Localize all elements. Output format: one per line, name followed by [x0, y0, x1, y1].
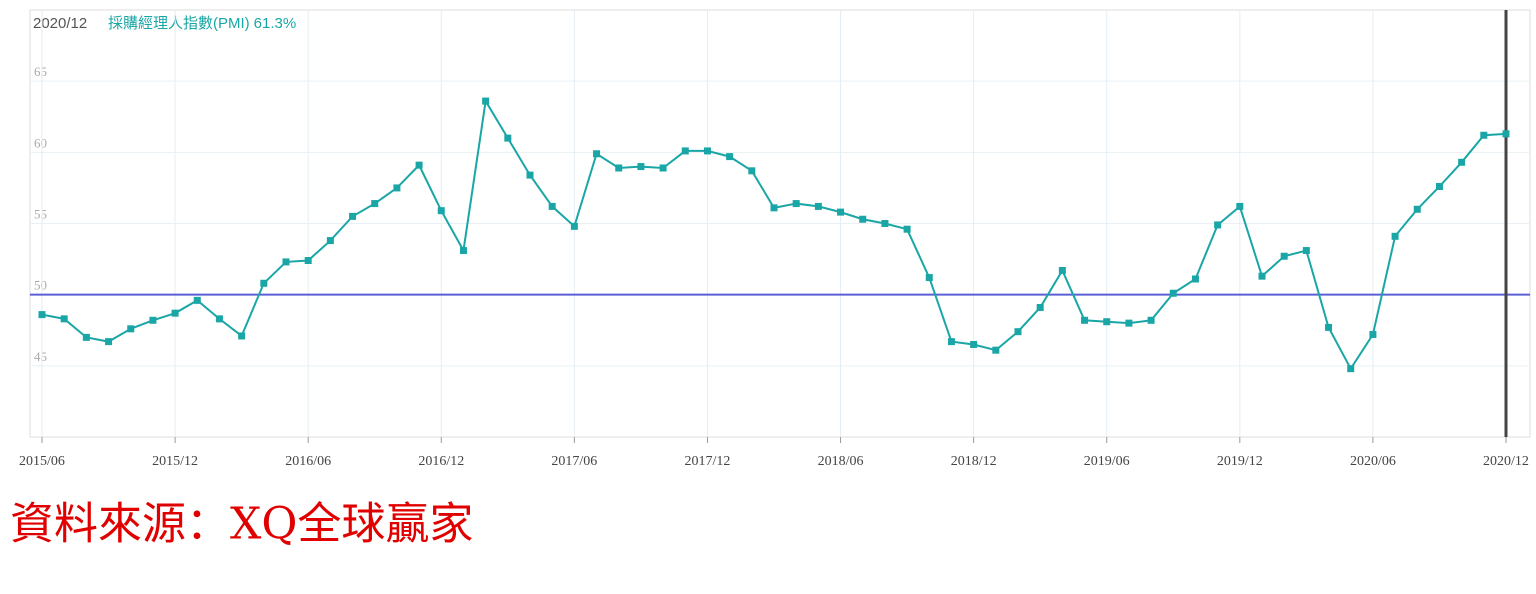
x-tick-label: 2017/06	[551, 454, 597, 469]
data-point	[770, 204, 778, 212]
x-tick-label: 2018/06	[818, 454, 864, 469]
data-point	[349, 212, 357, 220]
y-tick-label: 60	[34, 135, 47, 150]
data-point	[60, 315, 68, 323]
data-point	[792, 200, 800, 208]
y-tick-label: 65	[34, 64, 47, 79]
data-point	[925, 274, 933, 282]
data-point	[1458, 158, 1466, 166]
data-point	[615, 164, 623, 172]
x-tick-label: 2016/06	[285, 454, 331, 469]
data-point	[1302, 247, 1310, 255]
data-point	[1325, 323, 1333, 331]
x-tick-label: 2019/06	[1084, 454, 1130, 469]
data-point	[992, 346, 1000, 354]
data-point	[437, 207, 445, 215]
x-tick-label: 2015/06	[19, 454, 65, 469]
data-point	[215, 315, 223, 323]
data-point	[193, 296, 201, 304]
data-point	[1147, 316, 1155, 324]
data-point	[570, 222, 578, 230]
data-point	[1502, 130, 1510, 138]
x-tick-label: 2017/12	[685, 454, 731, 469]
data-point	[482, 97, 490, 105]
data-point	[1103, 318, 1111, 326]
data-point	[1480, 131, 1488, 139]
data-point	[393, 184, 401, 192]
data-point	[947, 338, 955, 346]
data-point	[127, 325, 135, 333]
data-point	[837, 208, 845, 216]
data-point	[1169, 289, 1177, 297]
data-point	[171, 309, 179, 317]
data-point	[1391, 232, 1399, 240]
y-tick-label: 50	[34, 278, 47, 293]
data-point	[1036, 303, 1044, 311]
data-point	[238, 332, 246, 340]
x-tick-label: 2020/06	[1350, 454, 1396, 469]
data-point	[260, 279, 268, 287]
data-point	[149, 316, 157, 324]
data-point	[1125, 319, 1133, 327]
data-point	[1236, 202, 1244, 210]
data-point	[548, 202, 556, 210]
data-point	[1369, 331, 1377, 339]
data-point	[304, 257, 312, 265]
x-tick-label: 2015/12	[152, 454, 198, 469]
data-point	[637, 163, 645, 171]
data-point	[1435, 182, 1443, 190]
data-point	[1347, 365, 1355, 373]
data-point	[903, 225, 911, 233]
data-point	[371, 200, 379, 208]
source-note: 資料來源：XQ全球贏家	[10, 499, 473, 550]
data-point	[1191, 275, 1199, 283]
data-point	[105, 338, 113, 346]
data-point	[1258, 272, 1266, 280]
x-tick-label: 2019/12	[1217, 454, 1263, 469]
data-point	[748, 167, 756, 175]
data-point	[1081, 316, 1089, 324]
data-point	[1058, 266, 1066, 274]
data-point	[282, 258, 290, 266]
data-point	[593, 150, 601, 158]
data-point	[1280, 252, 1288, 260]
x-tick-label: 2020/12	[1483, 454, 1529, 469]
data-point	[881, 220, 889, 227]
header-date: 2020/12	[33, 15, 87, 32]
y-tick-label: 55	[34, 206, 47, 221]
data-point	[526, 171, 534, 179]
data-point	[504, 134, 512, 142]
data-point	[1014, 328, 1022, 336]
data-point	[859, 215, 867, 223]
data-point	[415, 161, 423, 169]
data-point	[970, 340, 978, 348]
data-point	[726, 153, 734, 161]
data-point	[1413, 205, 1421, 213]
x-tick-label: 2016/12	[418, 454, 464, 469]
data-point	[459, 247, 467, 255]
data-point	[1214, 221, 1222, 229]
data-point	[659, 164, 667, 172]
data-point	[814, 202, 822, 210]
data-point	[681, 147, 689, 155]
data-point	[703, 147, 711, 155]
x-tick-label: 2018/12	[951, 454, 997, 469]
header-value: 61.3%	[254, 15, 297, 32]
data-point	[38, 311, 46, 319]
header-series: 採購經理人指數(PMI)	[108, 15, 250, 32]
data-point	[82, 333, 90, 341]
data-point	[326, 237, 334, 245]
y-tick-label: 45	[34, 349, 47, 364]
